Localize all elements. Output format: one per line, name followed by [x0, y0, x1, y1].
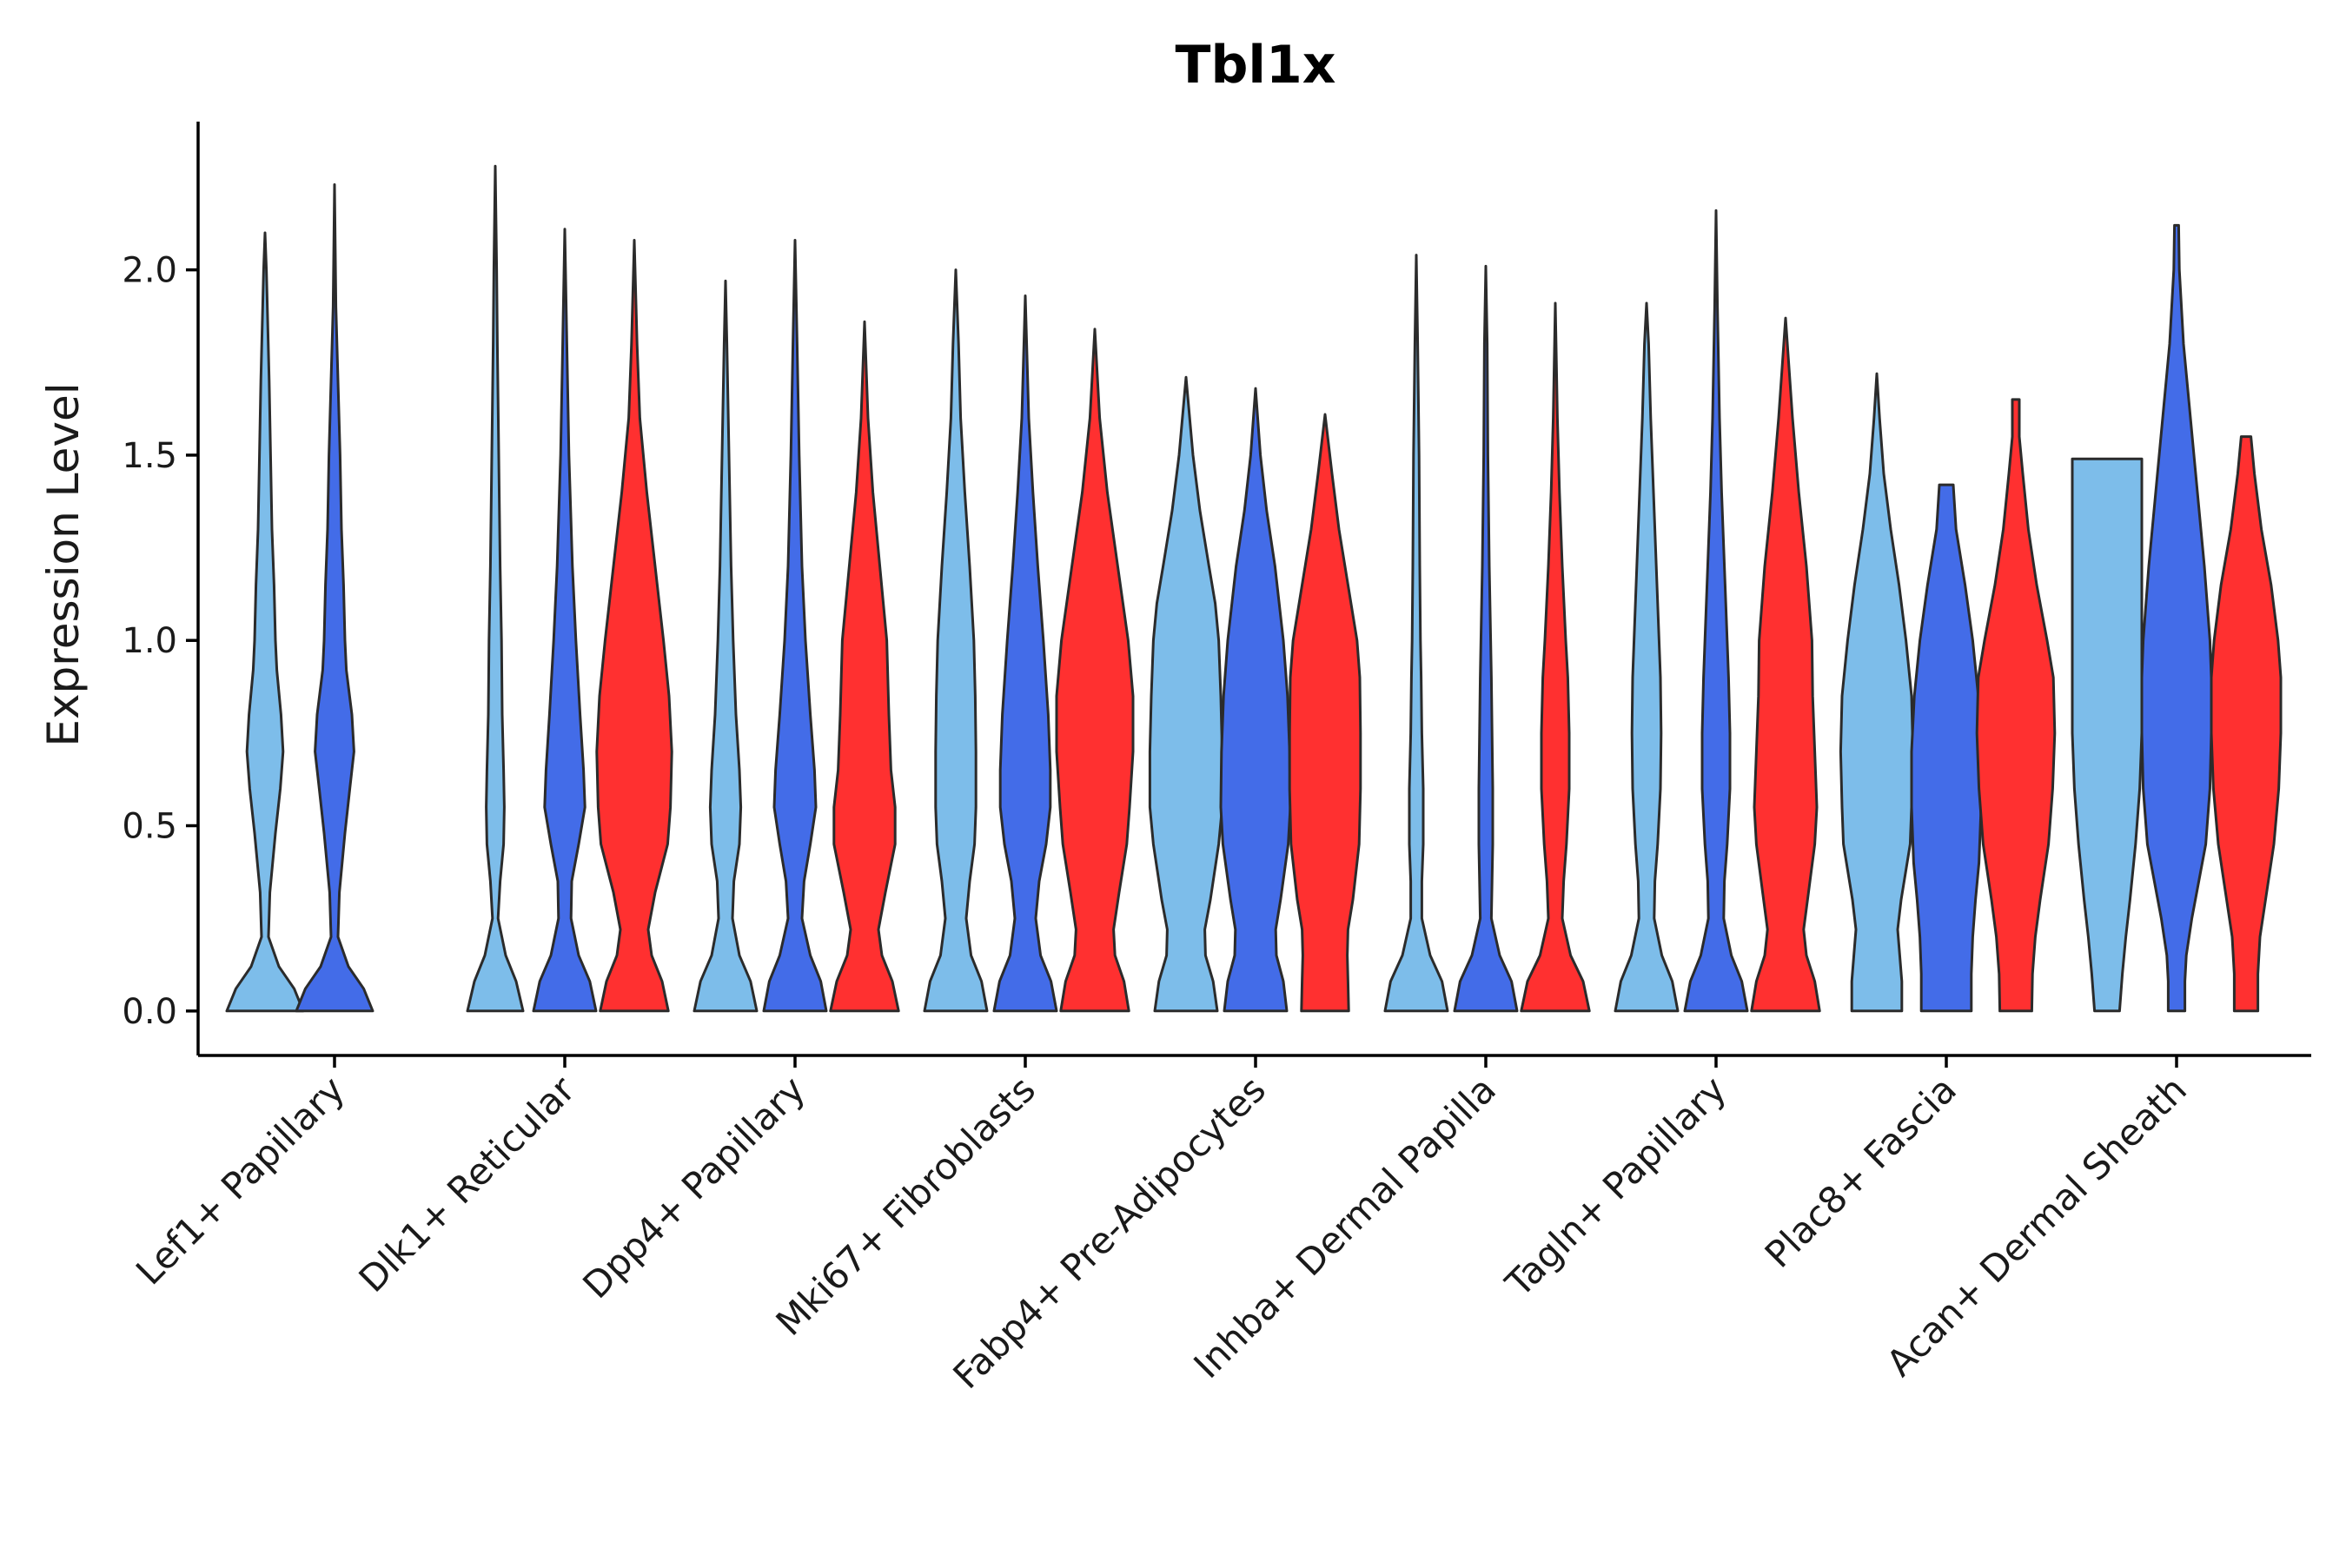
y-tick-label: 0.5 — [122, 807, 177, 847]
violin-7-0 — [1839, 372, 1915, 1013]
violin-5-2 — [1520, 301, 1591, 1013]
y-tick-label: 2.0 — [122, 251, 177, 291]
violin-0-0 — [225, 231, 305, 1013]
x-tick-label: Dpp4+ Papillary — [574, 1068, 813, 1307]
y-tick-label: 0.0 — [122, 992, 177, 1032]
violin-4-2 — [1288, 413, 1362, 1013]
violin-3-1 — [992, 294, 1058, 1013]
violin-3-2 — [1055, 327, 1135, 1013]
x-tick-label: Dlk1+ Reticular — [351, 1068, 584, 1300]
violin-0-1 — [295, 183, 374, 1013]
x-tick-label: Lef1+ Papillary — [128, 1068, 353, 1293]
chart-title: Tbl1x — [1176, 35, 1336, 96]
y-tick-label: 1.5 — [122, 436, 177, 476]
violin-7-2 — [1975, 398, 2057, 1013]
y-axis-title: Expression Level — [38, 382, 89, 746]
violin-8-1 — [2140, 223, 2213, 1013]
violin-5-0 — [1383, 254, 1449, 1013]
violin-8-2 — [2210, 435, 2283, 1013]
violin-2-2 — [829, 320, 900, 1013]
x-tick-label: Plac8+ Fascia — [1757, 1068, 1965, 1275]
x-tick-label: Tagln+ Papillary — [1497, 1068, 1734, 1305]
violin-1-1 — [532, 228, 598, 1013]
violin-group — [225, 164, 2283, 1013]
violin-1-0 — [466, 164, 525, 1013]
violin-7-1 — [1910, 483, 1983, 1013]
violin-4-0 — [1148, 375, 1224, 1013]
x-tick-label: Mki67+ Fibroblasts — [768, 1068, 1044, 1343]
y-axis: 0.0 0.5 1.0 1.5 2.0 — [122, 122, 200, 1055]
violin-2-1 — [762, 239, 828, 1013]
violin-3-0 — [923, 268, 989, 1013]
violin-6-2 — [1750, 316, 1821, 1013]
violin-5-1 — [1453, 264, 1519, 1013]
y-tick-label: 1.0 — [122, 621, 177, 661]
violin-4-1 — [1219, 387, 1292, 1013]
violin-8-0 — [2071, 457, 2144, 1013]
violin-6-0 — [1614, 301, 1680, 1013]
violin-6-1 — [1683, 208, 1749, 1013]
violin-2-0 — [693, 279, 759, 1013]
violin-1-2 — [595, 239, 673, 1013]
